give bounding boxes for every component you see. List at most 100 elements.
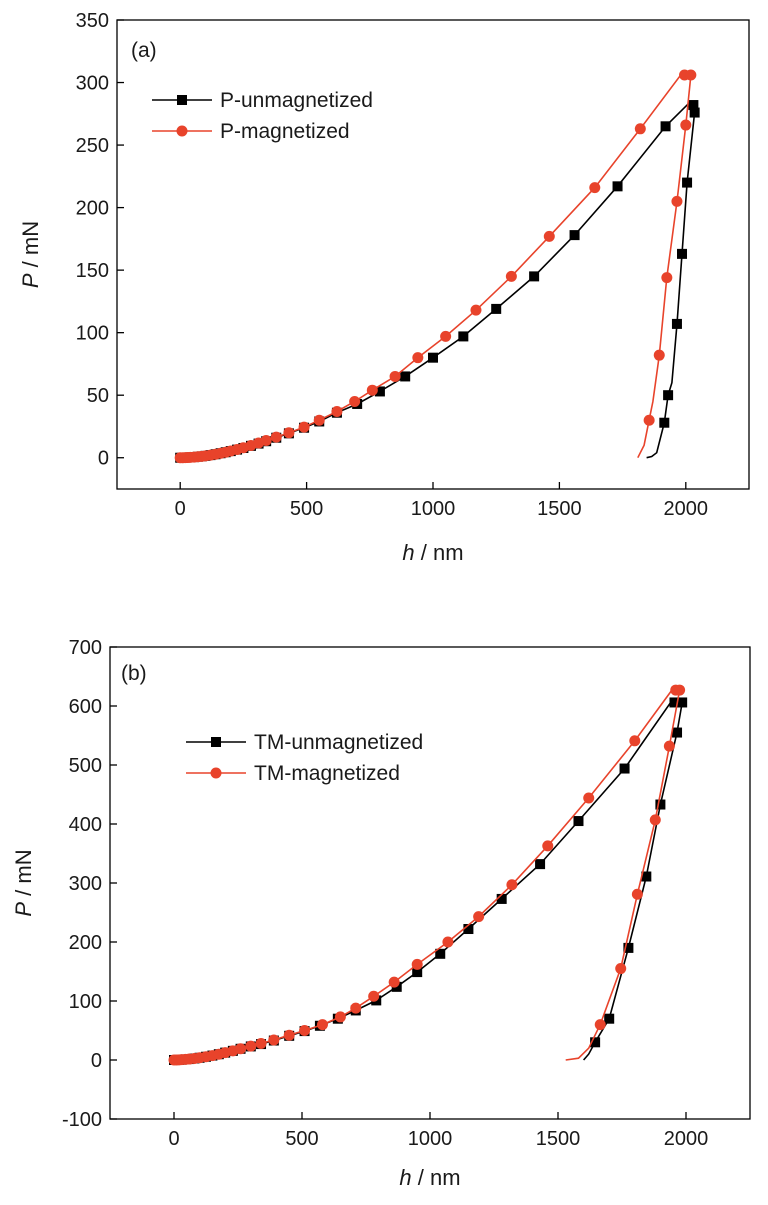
data-point-square [619,763,630,774]
unloading-curve [646,112,696,459]
data-point-square [663,390,674,401]
y-tick-label: 150 [76,260,109,282]
unloading-curve [565,689,681,1061]
data-point-circle [505,270,517,282]
y-tick-label: 300 [76,73,109,95]
data-point-circle [594,1019,606,1031]
series-unmagnetized [169,697,688,1065]
chart-panel-b: 0 500 1000 1500 2000 -100 0 100 200 300 400 500 600 7… [11,637,751,1190]
series-magnetized [168,684,686,1066]
data-point-square [569,230,580,241]
data-point-circle [255,1037,267,1049]
data-point-circle [298,421,310,433]
data-point-circle [643,414,655,426]
y-tick-label: 0 [98,448,109,470]
data-point-square [435,948,446,959]
y-tick-label: 700 [69,637,102,659]
y-tick-label: 300 [69,873,102,895]
plot-frame [109,646,751,1120]
x-tick-label: 0 [168,1128,179,1150]
data-point-square [641,871,652,882]
data-point-circle [674,684,686,696]
x-tick-label: 2000 [664,1128,709,1150]
data-point-circle [389,370,401,382]
data-point-circle [685,69,697,81]
data-point-circle [543,230,555,242]
data-point-square [496,893,507,904]
data-point-circle [583,792,595,804]
x-tick-label: 1000 [411,498,456,520]
x-tick-label: 500 [285,1128,318,1150]
data-point-square [412,967,423,978]
y-tick-label: 200 [76,198,109,220]
x-tick-label: 0 [175,498,186,520]
chart-panel-a: 0 500 1000 1500 2000 0 50 100 150 200 250 300 350 h /… [18,10,750,565]
data-point-square [400,371,411,382]
data-point-circle [388,976,400,988]
data-point-square [604,1013,615,1024]
data-point-circle [506,879,518,891]
data-point-circle [653,349,665,361]
data-point-circle [368,990,380,1002]
data-point-square [458,331,469,342]
data-point-square [374,386,385,397]
data-point-circle [631,888,643,900]
data-point-square [529,271,540,282]
x-tick-label: 1000 [408,1128,453,1150]
legend-label: P-magnetized [220,120,350,143]
loading-curve [174,701,683,1061]
x-tick-label: 2000 [664,498,709,520]
data-point-circle [334,1011,346,1023]
data-point-circle [366,384,378,396]
data-point-square [535,859,546,870]
data-point-square [688,100,699,111]
data-point-square [612,181,623,192]
data-point-circle [470,304,482,316]
data-point-square [672,727,683,738]
data-point-circle [663,740,675,752]
data-point-circle [440,330,452,342]
data-point-circle [411,958,423,970]
y-tick-label: 200 [69,932,102,954]
data-point-square [428,352,438,363]
data-point-square [682,177,693,188]
data-point-circle [615,963,627,975]
y-tick-label: -100 [62,1109,102,1131]
panel-tag: (a) [131,39,157,62]
legend: P-unmagnetized P-magnetized [152,89,373,143]
y-tick-label: 400 [69,814,102,836]
data-point-circle [283,1029,295,1041]
series-magnetized [174,69,697,464]
data-point-circle [542,840,554,852]
data-point-circle [299,1025,311,1036]
data-point-circle [331,405,343,417]
y-axis-label: P / mN [11,849,36,916]
y-tick-label: 350 [76,10,109,32]
panel-tag: (b) [121,662,147,685]
y-tick-label: 50 [87,385,109,407]
data-point-square [463,924,474,935]
x-axis-label: h / nm [402,540,463,565]
y-axis-label: P / mN [18,221,43,288]
legend-marker-circle [176,125,188,137]
data-point-circle [473,911,485,923]
data-point-square [491,303,502,314]
data-point-circle [235,1043,247,1055]
data-point-circle [313,414,325,426]
data-point-circle [442,936,454,948]
data-point-circle [260,434,272,446]
x-tick-label: 1500 [536,1128,581,1150]
data-point-square [655,799,666,810]
data-point-circle [350,1002,362,1014]
data-point-circle [316,1019,328,1031]
data-point-circle [589,182,601,194]
data-point-circle [270,431,282,443]
y-tick-label: 0 [91,1050,102,1072]
data-point-square [669,697,680,708]
data-point-circle [661,272,673,284]
data-point-square [660,121,671,132]
legend-marker-circle [210,767,222,779]
x-tick-label: 1500 [537,498,582,520]
data-point-square [677,697,688,708]
